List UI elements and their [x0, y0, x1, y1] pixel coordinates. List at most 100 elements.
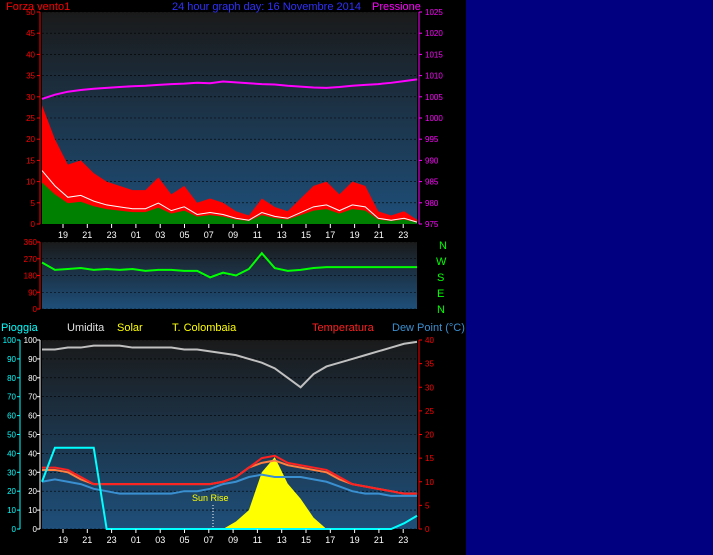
- humidity-axis-tick-label: 100: [24, 336, 38, 345]
- wind-axis-tick-label: 5: [31, 199, 36, 208]
- direction-axis-tick-label: 180: [24, 272, 38, 281]
- x-tick-label: 21: [82, 535, 92, 545]
- x-tick-label: 03: [155, 535, 165, 545]
- x-tick-label: 17: [325, 230, 335, 240]
- x-tick-label: 15: [301, 230, 311, 240]
- dewpoint-label: Dew Point (°C): [392, 322, 465, 334]
- wind-axis-tick-label: 25: [26, 114, 35, 123]
- temperature-axis-tick-label: 20: [425, 431, 434, 440]
- humidity-axis-tick-label: 50: [28, 431, 37, 440]
- x-tick-label: 03: [155, 230, 165, 240]
- temperature-axis-tick-label: 15: [425, 454, 434, 463]
- pressure-axis-tick-label: 1010: [425, 72, 443, 81]
- pressure-line: [41, 78, 418, 100]
- temperature-line: [42, 454, 417, 495]
- wind-axis-tick-label: 0: [31, 220, 36, 229]
- temperature-axis-tick-label: 0: [425, 525, 430, 534]
- x-tick-label: 19: [350, 535, 360, 545]
- chart-marks: [41, 78, 418, 530]
- columbia-label: T. Colombaia: [172, 322, 237, 334]
- compass-w: W: [436, 256, 447, 268]
- pressure-label: Pressione: [372, 1, 421, 13]
- humidity-axis-tick-label: 20: [28, 487, 37, 496]
- compass-e: E: [437, 288, 444, 300]
- rain-axis-tick-label: 50: [7, 431, 16, 440]
- rain-axis-tick-label: 90: [7, 355, 16, 364]
- pressure-axis-tick-label: 980: [425, 199, 439, 208]
- humidity-axis-tick-label: 90: [28, 355, 37, 364]
- x-tick-label: 19: [350, 230, 360, 240]
- temperature-axis-tick-label: 35: [425, 360, 434, 369]
- rain-axis-tick-label: 40: [7, 449, 16, 458]
- rain-axis-tick-label: 10: [7, 506, 16, 515]
- compass-s: S: [437, 272, 444, 284]
- x-tick-label: 19: [58, 230, 68, 240]
- pressure-axis-tick-label: 1025: [425, 8, 443, 17]
- axes: 0510152025303540455097598098599099510001…: [3, 8, 444, 545]
- temperature-axis-tick-label: 25: [425, 407, 434, 416]
- wind-axis-tick-label: 30: [26, 93, 35, 102]
- humidity-axis-tick-label: 10: [28, 506, 37, 515]
- wind-axis-tick-label: 40: [26, 50, 35, 59]
- humidity-axis-tick-label: 30: [28, 468, 37, 477]
- humidity-label: Umidita: [67, 322, 105, 334]
- direction-axis-tick-label: 270: [24, 255, 38, 264]
- wind-axis-tick-label: 45: [26, 29, 35, 38]
- x-tick-label: 11: [253, 230, 262, 240]
- x-tick-label: 07: [204, 535, 214, 545]
- x-tick-label: 09: [228, 535, 238, 545]
- x-tick-label: 23: [107, 535, 117, 545]
- rain-axis-tick-label: 20: [7, 487, 16, 496]
- direction-axis-tick-label: 90: [28, 288, 37, 297]
- x-tick-label: 15: [301, 535, 311, 545]
- pressure-axis-tick-label: 975: [425, 220, 439, 229]
- rain-axis-tick-label: 30: [7, 468, 16, 477]
- temperature-label: Temperatura: [312, 322, 375, 334]
- x-tick-label: 21: [374, 230, 384, 240]
- x-tick-label: 17: [325, 535, 335, 545]
- wind-avg-area: [42, 182, 417, 224]
- sunrise-label: Sun Rise: [192, 493, 229, 503]
- x-tick-label: 23: [398, 535, 408, 545]
- x-tick-label: 07: [204, 230, 214, 240]
- x-tick-label: 23: [398, 230, 408, 240]
- x-tick-label: 21: [82, 230, 92, 240]
- humidity-axis-tick-label: 70: [28, 393, 37, 402]
- pressure-axis-tick-label: 1000: [425, 114, 443, 123]
- wind-axis-tick-label: 10: [26, 178, 35, 187]
- pressure-axis-tick-label: 985: [425, 178, 439, 187]
- rain-label: Pioggia: [1, 322, 39, 334]
- wind-axis-tick-label: 20: [26, 135, 35, 144]
- wind-label: Forza vento1: [6, 1, 70, 13]
- solar-label: Solar: [117, 322, 143, 334]
- x-tick-label: 05: [179, 535, 189, 545]
- rain-axis-tick-label: 0: [12, 525, 17, 534]
- wind-avg-line: [41, 170, 418, 223]
- temperature-axis-tick-label: 40: [425, 336, 434, 345]
- pressure-axis-tick-label: 1020: [425, 29, 443, 38]
- humidity-axis-tick-label: 80: [28, 374, 37, 383]
- humidity-line: [42, 340, 418, 389]
- wind-axis-tick-label: 50: [26, 8, 35, 17]
- side-panel: [466, 0, 713, 555]
- compass-n-bottom: N: [437, 304, 445, 316]
- wind-gust-area: [42, 105, 417, 224]
- humidity-axis-tick-label: 40: [28, 449, 37, 458]
- temperature-axis-tick-label: 5: [425, 501, 430, 510]
- x-tick-label: 21: [374, 535, 384, 545]
- x-tick-label: 01: [131, 535, 141, 545]
- direction-axis-tick-label: 0: [33, 305, 38, 314]
- x-tick-label: 01: [131, 230, 141, 240]
- x-tick-label: 09: [228, 230, 238, 240]
- x-tick-label: 23: [107, 230, 117, 240]
- rain-axis-tick-label: 70: [7, 393, 16, 402]
- pressure-axis-tick-label: 990: [425, 156, 439, 165]
- rain-axis-tick-label: 100: [3, 336, 17, 345]
- x-tick-label: 05: [179, 230, 189, 240]
- direction-line: [41, 251, 417, 279]
- temperature-axis-tick-label: 10: [425, 478, 434, 487]
- humidity-axis-tick-label: 60: [28, 412, 37, 421]
- temperature-axis-tick-label: 30: [425, 383, 434, 392]
- x-tick-label: 11: [253, 535, 262, 545]
